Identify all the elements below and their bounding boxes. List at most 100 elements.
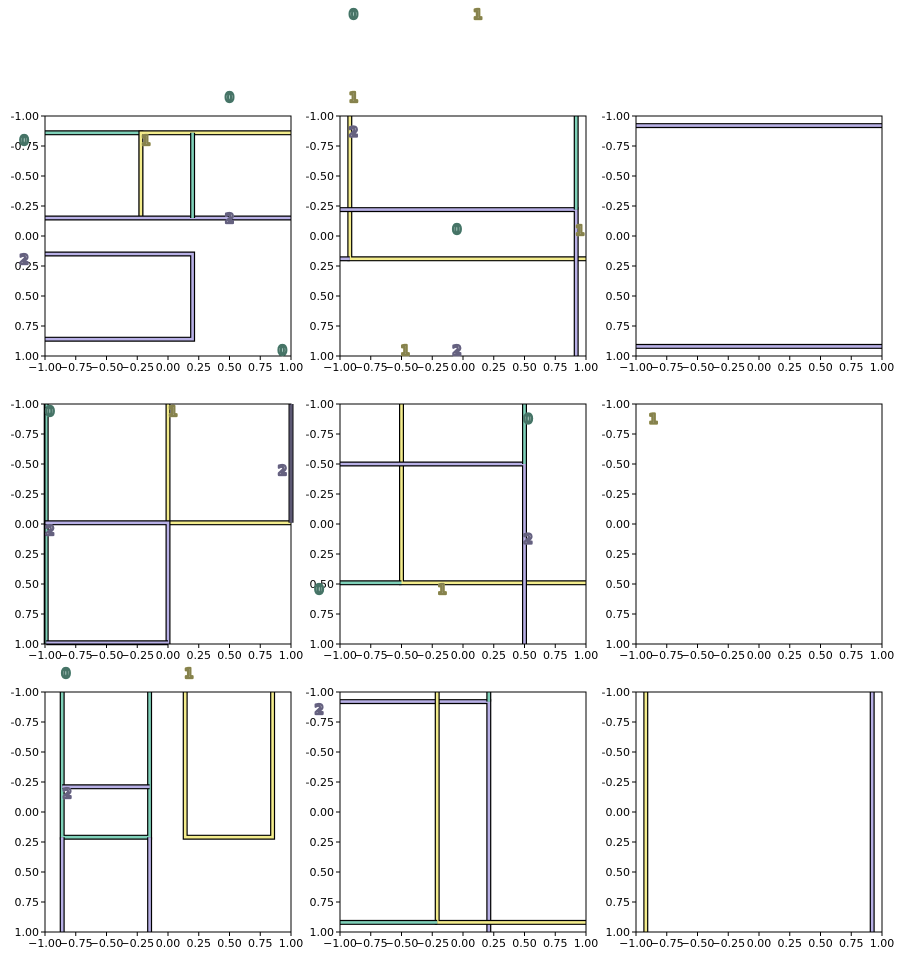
- y-tick-label: 0.75: [15, 320, 40, 333]
- x-tick-label: 0.25: [482, 937, 507, 950]
- y-tick-label: -1.00: [306, 398, 334, 411]
- plot-area: [340, 404, 586, 644]
- x-tick-label: 0.50: [808, 937, 833, 950]
- x-tick-label: −0.25: [415, 361, 449, 374]
- region-label-2: 2: [278, 464, 287, 479]
- x-tick-label: −0.75: [650, 361, 684, 374]
- y-tick-label: -1.00: [306, 686, 334, 699]
- y-tick-label: -1.00: [602, 398, 630, 411]
- y-tick-label: 0.00: [310, 230, 335, 243]
- x-tick-label: 1.00: [574, 361, 599, 374]
- y-tick-label: -0.25: [306, 488, 334, 501]
- y-tick-label: -0.50: [306, 746, 334, 759]
- y-tick-label: -0.25: [11, 200, 39, 213]
- x-tick-label: −0.25: [415, 649, 449, 662]
- x-tick-label: −0.75: [59, 649, 93, 662]
- plot-area: [636, 116, 882, 356]
- x-tick-label: 0.25: [482, 649, 507, 662]
- region-label-1-edge: 1: [184, 667, 193, 682]
- region-2-line: [45, 521, 170, 644]
- y-tick-label: -0.25: [11, 488, 39, 501]
- subplot-3: −1.00−0.75−0.50−0.25 0.00 0.25 0.50 0.75 1.00…: [602, 110, 895, 374]
- y-tick-label: -0.75: [11, 140, 39, 153]
- y-tick-label: 0.25: [15, 260, 40, 273]
- y-tick-label: 0.00: [310, 518, 335, 531]
- x-tick-label: 0.00: [747, 361, 772, 374]
- x-tick-label: −1.00: [323, 649, 357, 662]
- x-tick-label: −0.75: [59, 361, 93, 374]
- x-tick-label: −0.25: [711, 361, 745, 374]
- y-tick-label: 1.00: [606, 350, 631, 363]
- region-label-0-edge: 0: [45, 405, 54, 420]
- x-tick-label: 0.75: [543, 361, 568, 374]
- y-tick-label: -1.00: [306, 110, 334, 123]
- y-tick-label: 0.75: [606, 320, 631, 333]
- region-label-2: 2: [45, 524, 54, 539]
- region-label-1: 1: [141, 134, 150, 149]
- y-tick-label: 0.00: [606, 230, 631, 243]
- y-tick-label: 1.00: [15, 350, 40, 363]
- y-tick-label: -0.50: [306, 170, 334, 183]
- x-tick-label: −1.00: [323, 361, 357, 374]
- y-tick-label: -0.75: [306, 428, 334, 441]
- region-label-1-edge: 1: [349, 91, 358, 106]
- x-tick-label: 0.00: [451, 937, 476, 950]
- y-tick-label: -0.25: [306, 776, 334, 789]
- region-label-1: 1: [473, 8, 482, 23]
- region-label-2: 2: [20, 253, 29, 268]
- x-tick-label: 0.50: [808, 361, 833, 374]
- region-label-1: 1: [168, 405, 177, 420]
- region-label-2-edge: 2: [278, 464, 287, 479]
- subplot-5: −1.00−0.75−0.50−0.25 0.00 0.25 0.50 0.75 1.00…: [306, 398, 599, 662]
- x-tick-label: 0.75: [248, 649, 273, 662]
- y-tick-label: -0.75: [602, 428, 630, 441]
- x-tick-label: 0.00: [747, 649, 772, 662]
- x-tick-label: 1.00: [870, 937, 895, 950]
- x-tick-label: −0.50: [90, 937, 124, 950]
- x-tick-label: 0.00: [747, 937, 772, 950]
- x-tick-label: 0.00: [156, 937, 181, 950]
- y-tick-label: -0.25: [11, 776, 39, 789]
- region-label-0: 0: [315, 583, 324, 598]
- y-tick-label: -0.75: [306, 716, 334, 729]
- y-tick-label: -0.25: [602, 776, 630, 789]
- subplot-1: −1.00−0.75−0.50−0.25 0.00 0.25 0.50 0.75 1.00…: [11, 90, 304, 374]
- y-tick-label: 1.00: [310, 926, 335, 939]
- x-tick-label: 0.25: [778, 937, 803, 950]
- y-tick-label: 0.25: [310, 836, 335, 849]
- y-tick-label: -0.25: [306, 200, 334, 213]
- y-tick-label: -0.50: [11, 458, 39, 471]
- y-tick-label: 0.75: [310, 896, 335, 909]
- x-tick-label: −1.00: [28, 649, 62, 662]
- region-label-0-edge: 0: [315, 583, 324, 598]
- x-tick-label: 1.00: [574, 937, 599, 950]
- y-tick-label: 0.00: [15, 806, 40, 819]
- y-tick-label: -0.25: [602, 200, 630, 213]
- region-label-1-edge: 1: [438, 583, 447, 598]
- x-tick-label: 0.75: [248, 937, 273, 950]
- x-tick-label: 0.00: [451, 649, 476, 662]
- region-2-line: [45, 252, 194, 341]
- region-label-2-edge: 2: [63, 787, 72, 802]
- y-tick-label: 0.50: [15, 866, 40, 879]
- region-label-2-edge: 2: [524, 532, 533, 547]
- y-tick-label: -1.00: [11, 686, 39, 699]
- y-tick-label: 0.25: [606, 548, 631, 561]
- region-label-0-edge: 0: [61, 667, 70, 682]
- x-tick-label: 0.50: [217, 649, 242, 662]
- x-tick-label: −0.50: [681, 361, 715, 374]
- region-label-0: 0: [452, 223, 461, 238]
- x-tick-label: 0.25: [187, 649, 212, 662]
- y-tick-label: 0.00: [15, 518, 40, 531]
- x-tick-label: 0.00: [156, 649, 181, 662]
- region-label-2-edge: 2: [45, 524, 54, 539]
- subplot-7: −1.00−0.75−0.50−0.25 0.00 0.25 0.50 0.75 1.00…: [11, 666, 304, 950]
- x-tick-label: 0.00: [451, 361, 476, 374]
- y-tick-label: -0.25: [602, 488, 630, 501]
- y-tick-label: 0.25: [15, 548, 40, 561]
- y-tick-label: 0.50: [15, 290, 40, 303]
- y-tick-label: -0.50: [602, 170, 630, 183]
- subplot-6: −1.00−0.75−0.50−0.25 0.00 0.25 0.50 0.75 1.00…: [602, 398, 895, 662]
- y-tick-label: -1.00: [11, 110, 39, 123]
- y-tick-label: 0.00: [310, 806, 335, 819]
